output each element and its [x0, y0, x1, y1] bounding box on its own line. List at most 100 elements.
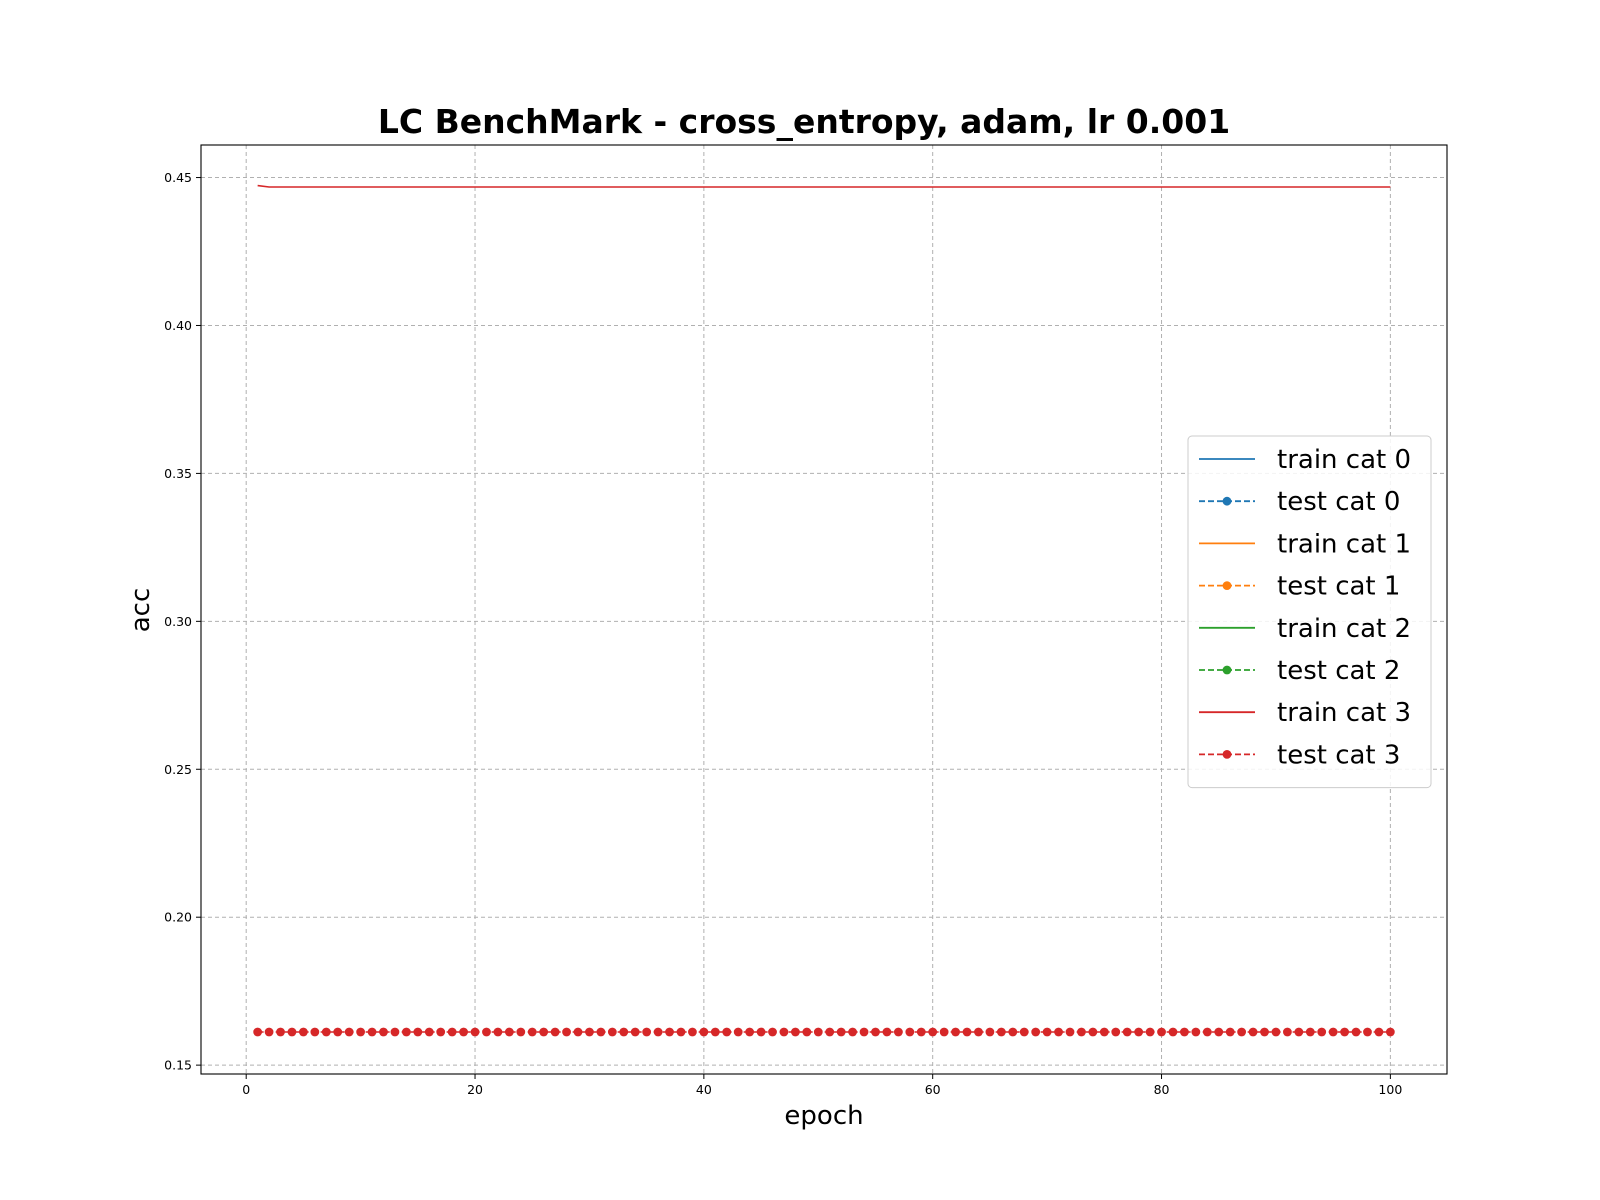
data-point — [745, 1027, 755, 1037]
data-point — [1008, 1027, 1018, 1037]
data-point — [1134, 1027, 1144, 1037]
data-point — [1202, 1027, 1212, 1037]
y-axis-label: acc — [126, 588, 156, 633]
legend-label: train cat 3 — [1277, 698, 1411, 728]
axes-frame — [200, 144, 1448, 1075]
data-point — [1260, 1027, 1269, 1037]
data-point — [276, 1027, 285, 1037]
legend-label: test cat 3 — [1277, 740, 1400, 770]
data-point — [310, 1027, 320, 1037]
data-point — [539, 1027, 549, 1037]
data-point — [848, 1027, 857, 1037]
legend-marker — [1222, 581, 1232, 590]
data-point — [504, 1027, 514, 1037]
data-point — [550, 1027, 560, 1037]
legend-item: test cat 2 — [1199, 656, 1400, 686]
data-point — [607, 1027, 617, 1037]
data-point — [1282, 1027, 1292, 1037]
x-tick-label: 60 — [925, 1082, 941, 1097]
data-point — [802, 1027, 812, 1037]
data-point — [1305, 1027, 1315, 1037]
legend-label: train cat 0 — [1277, 445, 1411, 475]
data-point — [676, 1027, 686, 1037]
legend-item: train cat 1 — [1199, 529, 1411, 559]
series-line — [257, 184, 1391, 188]
x-tick-label: 20 — [467, 1082, 483, 1097]
x-axis-label: epoch — [784, 1101, 863, 1131]
plot-area — [253, 184, 1395, 1037]
data-point — [642, 1027, 652, 1037]
data-point — [962, 1027, 972, 1037]
data-point — [401, 1027, 411, 1037]
data-point — [939, 1027, 949, 1037]
data-point — [264, 1027, 274, 1037]
data-point — [974, 1027, 983, 1037]
data-point — [459, 1027, 468, 1037]
data-point — [1088, 1027, 1098, 1037]
data-point — [1099, 1027, 1109, 1037]
data-point — [287, 1027, 297, 1037]
data-point — [871, 1027, 880, 1037]
data-point — [527, 1027, 537, 1037]
legend-marker — [1222, 750, 1232, 759]
data-point — [916, 1027, 926, 1037]
data-point — [710, 1027, 720, 1037]
legend-marker — [1222, 665, 1232, 675]
data-point — [1054, 1027, 1063, 1037]
y-tick-label: 0.40 — [164, 318, 192, 333]
data-point — [791, 1027, 800, 1037]
data-point — [253, 1027, 263, 1037]
data-point — [436, 1027, 446, 1037]
legend-item: test cat 0 — [1199, 487, 1400, 517]
data-point — [779, 1027, 789, 1037]
legend-label: test cat 2 — [1277, 656, 1400, 686]
legend-item: train cat 0 — [1199, 445, 1411, 475]
data-point — [653, 1027, 663, 1037]
legend-item: test cat 3 — [1199, 740, 1400, 770]
data-point — [413, 1027, 423, 1037]
data-point — [379, 1027, 388, 1037]
data-point — [333, 1027, 343, 1037]
data-point — [424, 1027, 434, 1037]
data-point — [1340, 1027, 1349, 1037]
data-point — [1077, 1027, 1086, 1037]
y-tick-label: 0.15 — [164, 1058, 192, 1073]
data-point — [367, 1027, 377, 1037]
data-point — [768, 1027, 777, 1037]
data-point — [573, 1027, 583, 1037]
x-tick-label: 0 — [242, 1082, 250, 1097]
data-point — [1374, 1027, 1384, 1037]
data-point — [516, 1027, 526, 1037]
data-point — [1237, 1027, 1247, 1037]
data-point — [390, 1027, 400, 1037]
legend-item: train cat 2 — [1199, 614, 1411, 644]
data-point — [1225, 1027, 1235, 1037]
x-tick-label: 100 — [1378, 1082, 1402, 1097]
data-point — [1214, 1027, 1224, 1037]
y-tick-label: 0.35 — [164, 466, 192, 481]
data-point — [882, 1027, 892, 1037]
data-point — [1019, 1027, 1029, 1037]
data-point — [1122, 1027, 1132, 1037]
data-point — [447, 1027, 457, 1037]
data-point — [1180, 1027, 1189, 1037]
legend-label: test cat 1 — [1277, 572, 1400, 602]
series-test-cat-3 — [253, 1027, 1395, 1037]
data-point — [482, 1027, 491, 1037]
legend-label: train cat 1 — [1277, 529, 1411, 559]
axis-ticks: 0 20 40 60 80 100 0.15 0.20 0.25 0.30 0.35 0.40 0.45 — [164, 170, 1402, 1097]
data-point — [630, 1027, 640, 1037]
data-point — [836, 1027, 846, 1037]
data-point — [1042, 1027, 1052, 1037]
legend-item: test cat 1 — [1199, 572, 1400, 602]
data-point — [722, 1027, 732, 1037]
data-point — [688, 1027, 697, 1037]
data-point — [1351, 1027, 1361, 1037]
data-point — [825, 1027, 835, 1037]
data-point — [665, 1027, 674, 1037]
data-point — [299, 1027, 308, 1037]
legend-box — [1187, 435, 1432, 789]
data-point — [859, 1027, 869, 1037]
legend-label: test cat 0 — [1277, 487, 1400, 517]
